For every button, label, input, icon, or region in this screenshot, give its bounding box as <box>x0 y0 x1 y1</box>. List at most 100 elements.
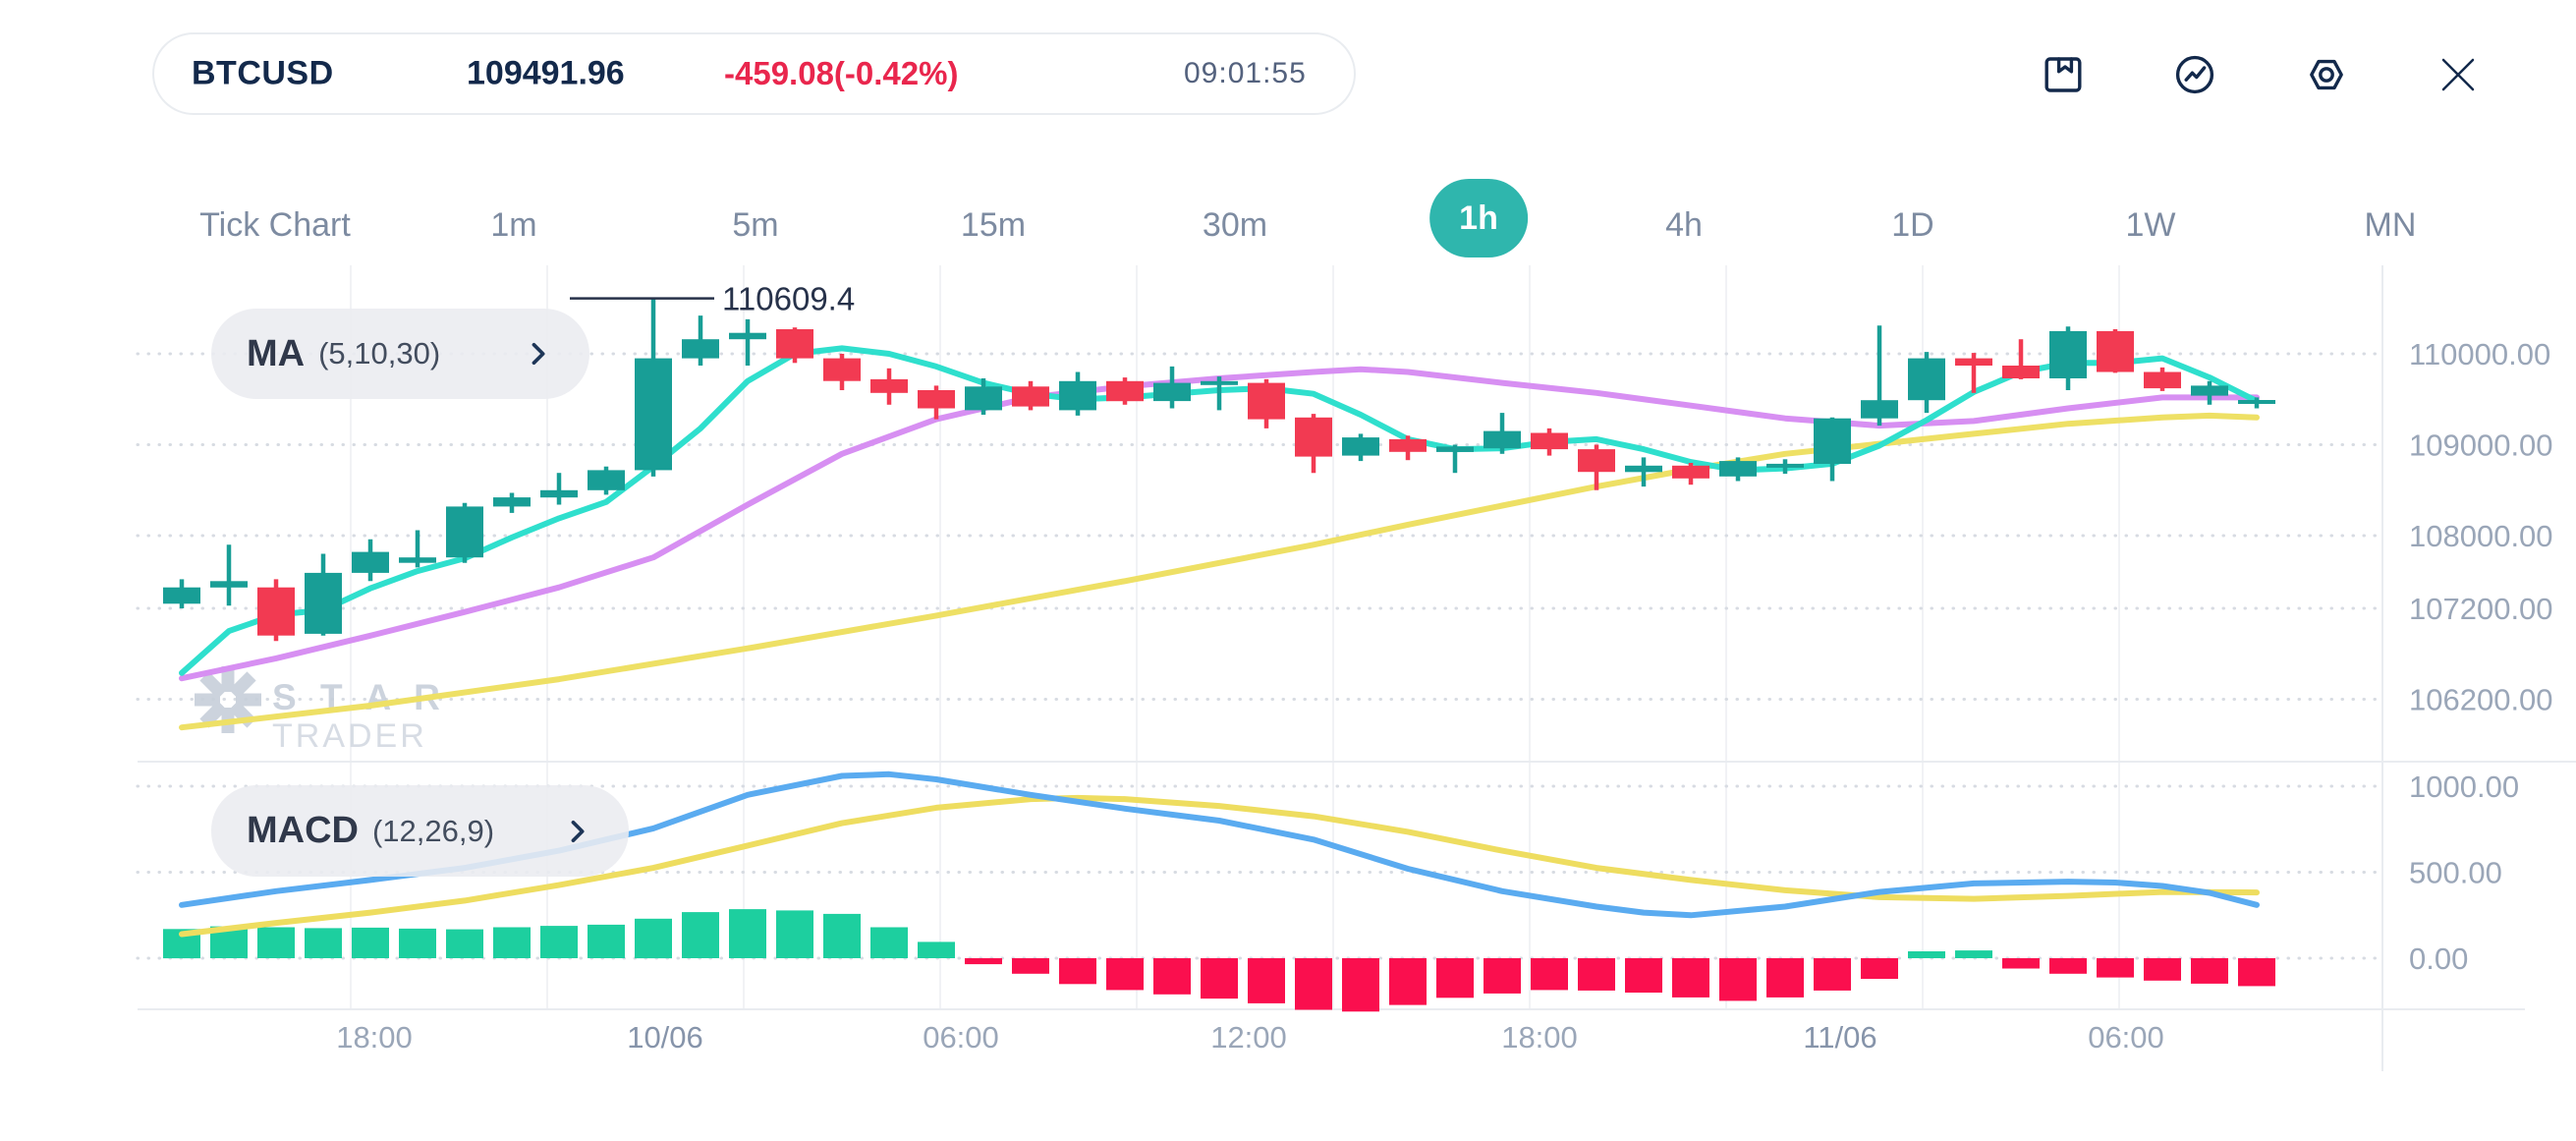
macd-bar <box>1389 958 1427 1005</box>
macd-bar <box>870 927 908 958</box>
time-axis-label: 10/06 <box>627 1020 703 1055</box>
macd-bar <box>1766 958 1804 998</box>
candle-body <box>1908 358 1945 401</box>
tab-1w[interactable]: 1W <box>2125 206 2176 244</box>
macd-bar <box>776 910 813 958</box>
price-axis-label: 108000.00 <box>2409 519 2553 553</box>
time-axis-label: 06:00 <box>2088 1020 2164 1055</box>
macd-bar <box>1814 958 1851 991</box>
time-axis-label: 18:00 <box>336 1020 413 1055</box>
tab-5m[interactable]: 5m <box>732 206 779 244</box>
tab-1m[interactable]: 1m <box>490 206 537 244</box>
macd-bar <box>588 924 625 958</box>
macd-bar <box>1436 958 1474 998</box>
macd-bar <box>823 913 861 958</box>
tab-30m[interactable]: 30m <box>1202 206 1268 244</box>
candle-body <box>2238 400 2275 404</box>
high-price-annotation: 110609.4 <box>570 281 855 317</box>
macd-bar <box>2191 958 2228 984</box>
candle-body <box>965 386 1002 411</box>
macd-histogram <box>163 909 2275 1012</box>
macd-bar <box>2049 958 2087 974</box>
macd-axis-label: 0.00 <box>2409 941 2468 976</box>
candle-body <box>352 551 389 573</box>
macd-bar <box>729 909 766 958</box>
macd-bar <box>918 941 955 958</box>
tab-mn[interactable]: MN <box>2364 206 2417 244</box>
macd-bar <box>1861 958 1898 979</box>
ma10-line <box>179 366 2260 682</box>
time-axis-label: 18:00 <box>1501 1020 1578 1055</box>
macd-bar <box>2002 958 2040 969</box>
macd-bar <box>1672 958 1709 998</box>
chevron-right-icon <box>532 342 545 366</box>
ma30-line <box>179 412 2260 731</box>
ma-indicator-params: (5,10,30) <box>318 336 441 371</box>
candle-body <box>776 329 813 359</box>
candle-body <box>1625 465 1662 473</box>
macd-bar <box>352 927 389 958</box>
candle-body <box>635 358 672 471</box>
candle-body <box>1248 382 1285 420</box>
time-axis-label: 11/06 <box>1803 1020 1876 1055</box>
candle-body <box>588 470 625 490</box>
macd-bar <box>399 928 436 958</box>
candle-body <box>2191 385 2228 396</box>
candle-body <box>1389 438 1427 452</box>
price-axis-label: 110000.00 <box>2409 337 2550 371</box>
settings-hexagon-icon[interactable] <box>2303 51 2350 98</box>
candle-body <box>210 581 248 588</box>
macd-bar <box>1484 958 1521 994</box>
macd-bar <box>1106 958 1144 991</box>
candle-body <box>1861 400 1898 419</box>
header-toolbar <box>2040 51 2482 98</box>
ma-indicator-name: MA <box>247 332 306 374</box>
candle-body <box>1342 437 1379 456</box>
candle-body <box>1436 446 1474 452</box>
macd-indicator-params: (12,26,9) <box>371 813 495 848</box>
candle-body <box>1059 380 1096 411</box>
candle-body <box>729 332 766 340</box>
symbol-label: BTCUSD <box>192 54 334 92</box>
candle-body <box>1012 386 1049 407</box>
tab-1h[interactable]: 1h <box>1429 179 1528 257</box>
macd-bar <box>1908 951 1945 958</box>
pulse-circle-icon[interactable] <box>2171 51 2218 98</box>
candle-body <box>305 572 342 634</box>
candle-body <box>1719 461 1757 477</box>
macd-bar <box>1955 950 1992 958</box>
chevron-right-icon <box>571 820 585 842</box>
quote-header: BTCUSD 109491.96 -459.08(-0.42%) 09:01:5… <box>152 32 1356 115</box>
macd-bar <box>1719 958 1757 1001</box>
svg-text:110609.4: 110609.4 <box>722 281 855 317</box>
tab-4h[interactable]: 4h <box>1665 206 1703 244</box>
macd-indicator-pill[interactable]: MACD (12,26,9) <box>211 785 629 877</box>
close-icon[interactable] <box>2435 51 2482 98</box>
candle-body <box>1672 465 1709 479</box>
candle-body <box>399 557 436 563</box>
macd-bar <box>1153 958 1191 995</box>
macd-signal-line <box>179 794 2260 938</box>
candle-body <box>682 339 719 359</box>
tab-15m[interactable]: 15m <box>960 206 1027 244</box>
bookmark-icon[interactable] <box>2040 51 2087 98</box>
tab-1d[interactable]: 1D <box>1891 206 1934 244</box>
ma-indicator-pill[interactable]: MA (5,10,30) <box>211 309 589 399</box>
candle-body <box>823 358 861 381</box>
macd-bar <box>305 928 342 958</box>
tab-tick-chart[interactable]: Tick Chart <box>199 206 351 244</box>
last-price: 109491.96 <box>467 54 625 92</box>
macd-bar <box>540 926 578 958</box>
macd-bar <box>1248 958 1285 1003</box>
candle-body <box>1814 418 1851 464</box>
price-axis-label: 107200.00 <box>2409 592 2553 626</box>
candle-body <box>918 390 955 409</box>
macd-bar <box>2097 958 2134 978</box>
macd-bar <box>1295 958 1332 1010</box>
macd-axis-label: 1000.00 <box>2409 770 2519 804</box>
macd-indicator-name: MACD <box>247 810 359 851</box>
svg-text:TRADER: TRADER <box>272 717 427 755</box>
price-axis-label: 106200.00 <box>2409 683 2553 717</box>
